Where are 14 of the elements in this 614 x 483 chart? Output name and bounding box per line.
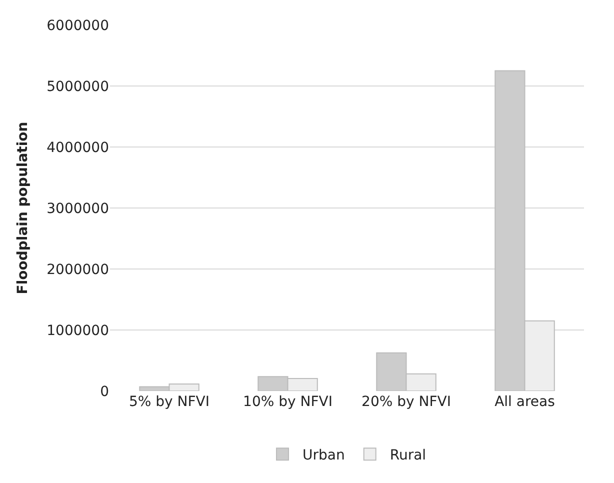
y-tick-label: 1000000 [46, 322, 109, 339]
x-tick-label: 5% by NFVI [128, 394, 210, 410]
x-tick-label: All areas [494, 394, 555, 410]
y-tick-label: 4000000 [46, 140, 109, 156]
x-tick-label: 20% by NFVI [362, 394, 451, 410]
legend-label: Rural [390, 448, 426, 464]
x-tick-label: 10% by NFVI [243, 394, 332, 410]
y-tick-label: 5000000 [46, 78, 109, 95]
y-tick-label: 3000000 [46, 200, 109, 217]
legend-label: Urban [302, 448, 345, 464]
y-tick-label: 2000000 [46, 262, 109, 278]
y-tick-label: 6000000 [46, 18, 109, 34]
y-axis-title: Floodplain population [15, 122, 32, 294]
y-tick-label: 0 [100, 384, 109, 400]
